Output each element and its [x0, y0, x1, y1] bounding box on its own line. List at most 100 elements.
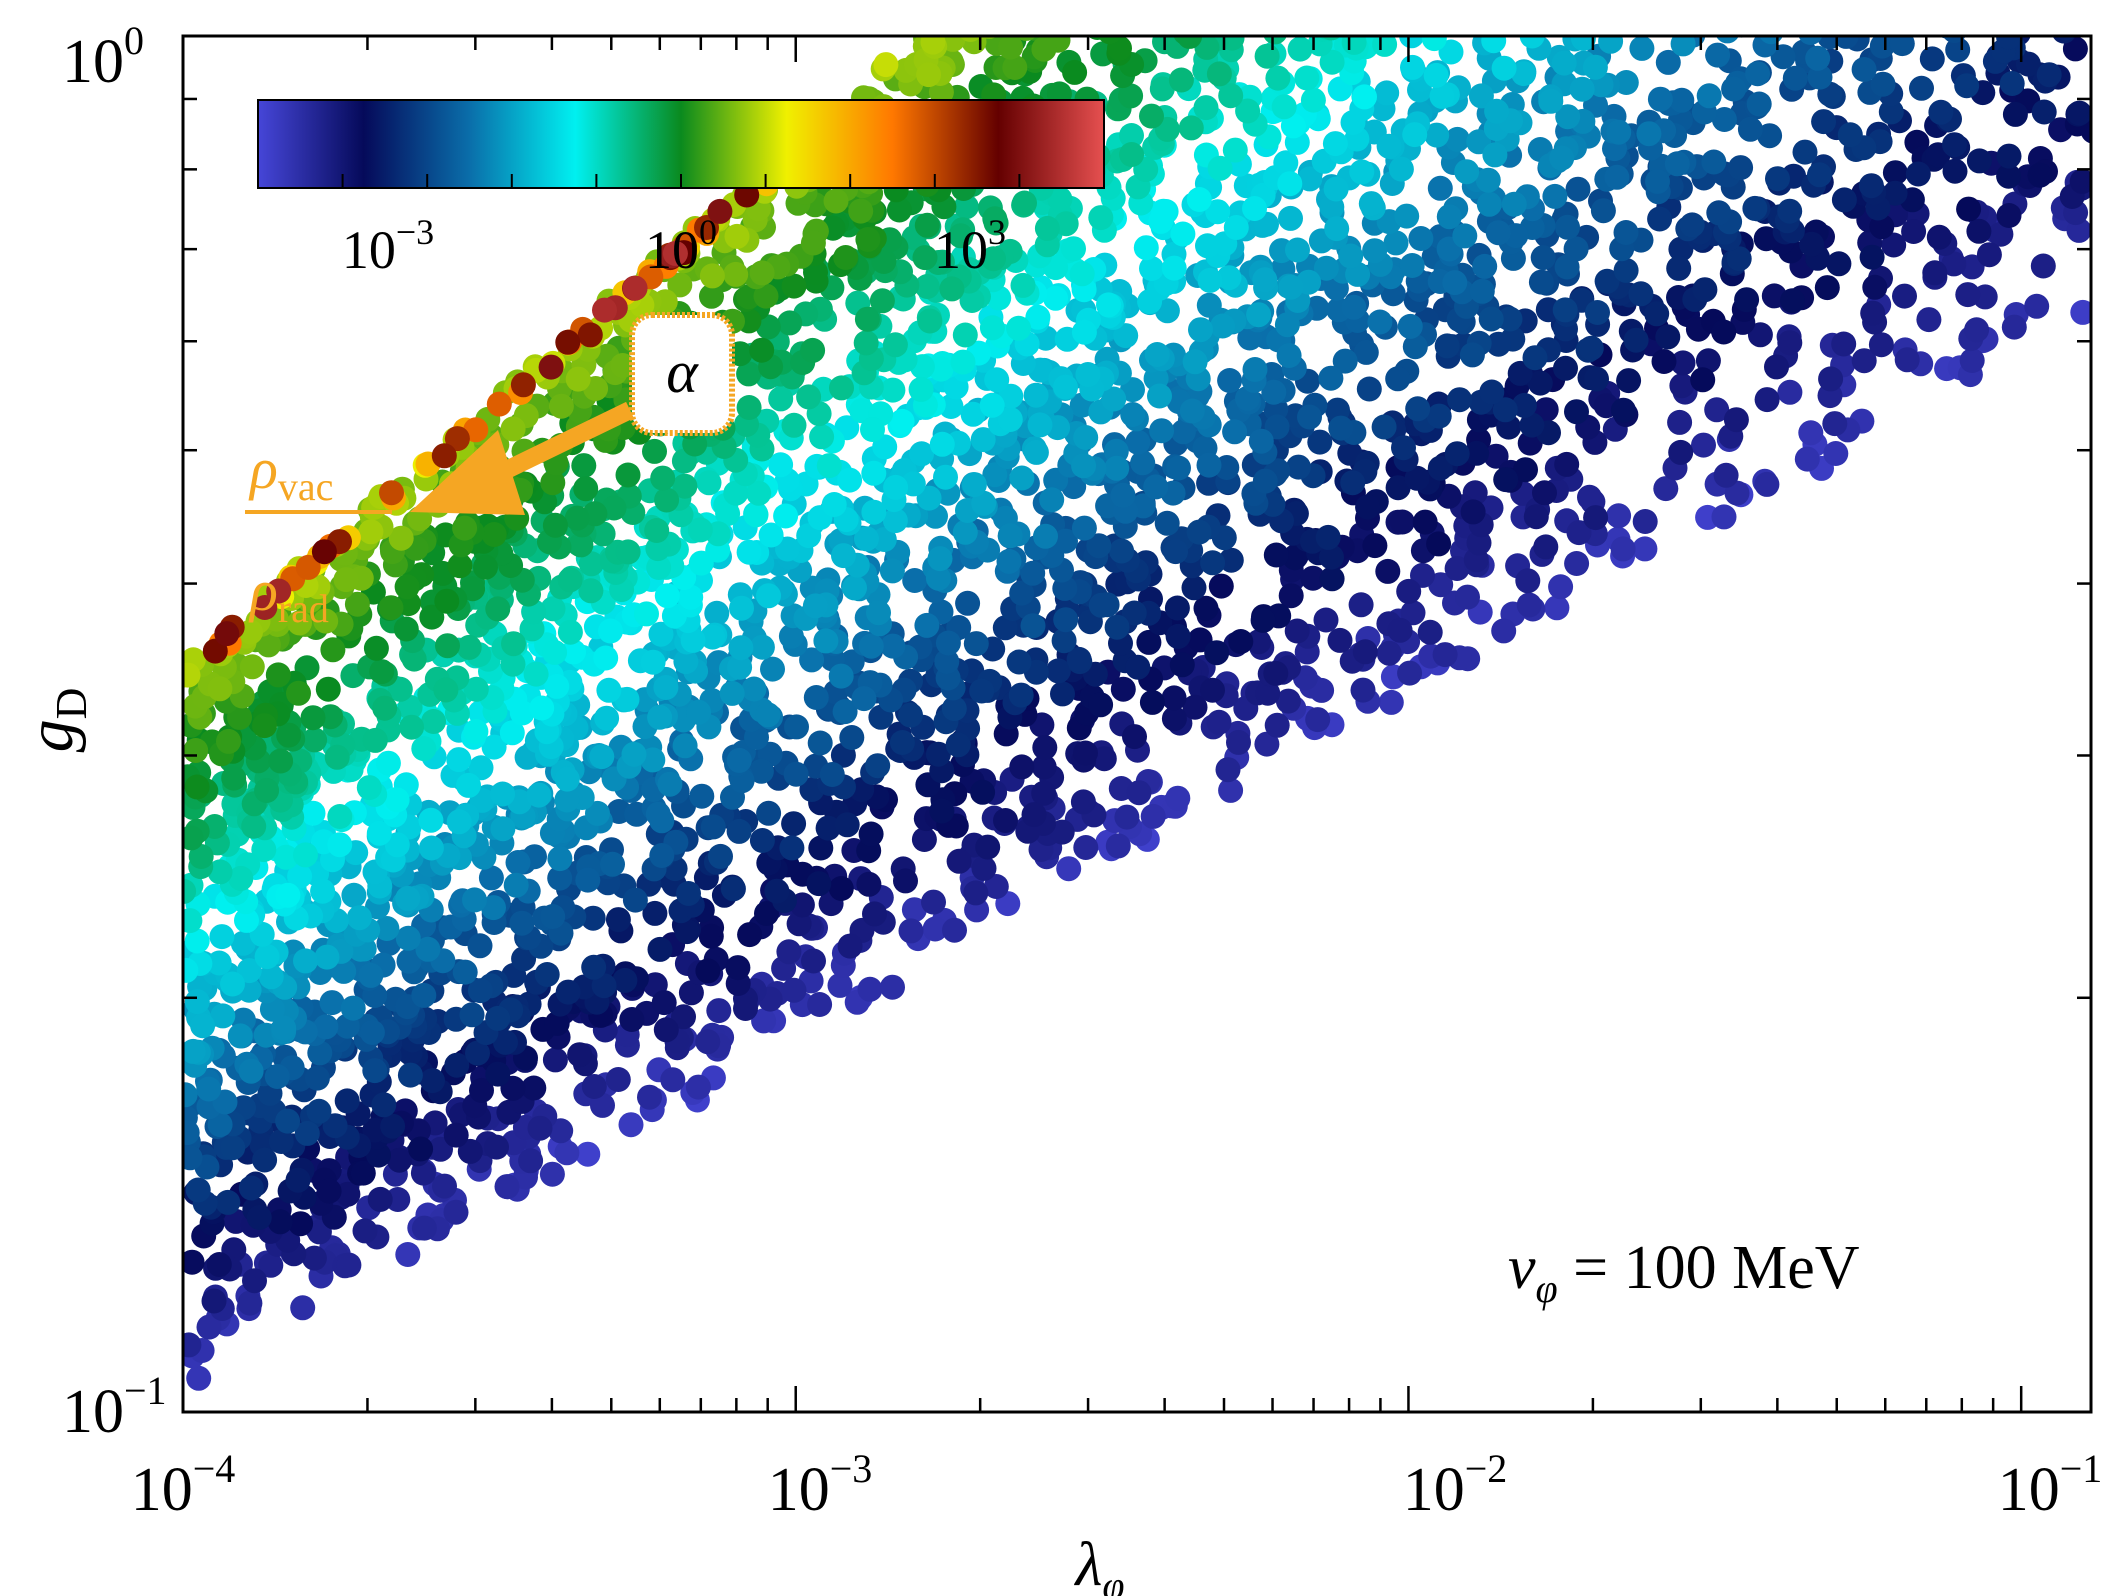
data-point	[578, 578, 604, 604]
data-point	[1919, 46, 1945, 72]
data-point	[302, 727, 328, 753]
data-point	[1519, 412, 1545, 438]
data-point	[554, 1140, 580, 1166]
data-point	[837, 467, 863, 493]
data-point	[547, 846, 573, 872]
data-point	[945, 732, 971, 758]
data-point	[1606, 503, 1632, 529]
data-point	[1818, 366, 1844, 392]
data-point	[336, 1252, 362, 1278]
data-point	[1959, 348, 1985, 373]
data-point	[1161, 706, 1187, 732]
data-point	[1000, 0, 1025, 19]
data-point	[979, 392, 1005, 418]
data-point	[1389, 509, 1415, 535]
data-point	[1517, 430, 1543, 456]
data-point	[1497, 306, 1523, 332]
data-point	[1400, 54, 1425, 80]
data-point	[1616, 368, 1642, 394]
data-point	[1670, 350, 1696, 376]
data-point	[596, 677, 622, 703]
data-point	[1045, 658, 1071, 684]
data-point	[216, 728, 241, 754]
data-point	[2054, 0, 2079, 23]
data-point	[1655, 324, 1681, 350]
data-point	[650, 465, 676, 491]
data-point	[952, 519, 978, 545]
data-point	[1358, 191, 1384, 217]
data-point	[564, 505, 590, 531]
data-point	[290, 1295, 316, 1321]
data-point	[736, 361, 762, 387]
data-point	[1147, 383, 1172, 409]
data-point	[275, 1108, 301, 1134]
data-point	[420, 1068, 445, 1094]
data-point	[1527, 370, 1553, 396]
data-point	[1271, 94, 1297, 120]
data-point	[1954, 73, 1980, 99]
data-point	[1653, 476, 1679, 502]
data-point	[800, 230, 826, 256]
data-point	[215, 1189, 241, 1215]
data-point	[1423, 62, 1449, 88]
data-point	[1782, 65, 1808, 91]
data-point	[1066, 0, 1091, 5]
data-point	[600, 851, 625, 877]
data-point	[276, 722, 302, 748]
data-point	[1297, 166, 1323, 192]
data-point	[362, 727, 388, 753]
data-point	[781, 977, 807, 1003]
data-point	[340, 995, 366, 1021]
data-point	[1143, 474, 1169, 500]
data-point	[706, 998, 732, 1024]
data-point	[1584, 366, 1609, 392]
data-point	[1837, 0, 1862, 11]
data-point	[1414, 11, 1439, 36]
data-point	[401, 646, 427, 672]
data-point	[1491, 55, 1517, 81]
data-point	[622, 887, 648, 913]
data-point	[1394, 3, 1419, 28]
data-point	[1571, 0, 1596, 9]
data-point	[468, 755, 494, 781]
data-point	[853, 330, 879, 356]
data-point	[1023, 382, 1049, 408]
data-point	[667, 272, 693, 298]
data-point	[929, 798, 955, 824]
data-point	[1807, 64, 1833, 90]
data-point	[1126, 780, 1152, 806]
data-point	[1823, 441, 1849, 466]
data-point	[848, 198, 874, 224]
data-point	[251, 837, 277, 863]
data-point	[380, 1113, 406, 1139]
data-point	[2011, 3, 2036, 28]
data-point	[238, 1175, 264, 1201]
data-point	[1049, 0, 1074, 20]
data-point	[1066, 0, 1091, 24]
data-point	[755, 314, 781, 340]
data-point	[963, 880, 989, 906]
data-point	[880, 974, 905, 1000]
data-point	[1859, 244, 1885, 270]
data-point	[921, 889, 946, 915]
data-point	[1460, 499, 1486, 525]
data-point	[207, 1112, 233, 1138]
data-point	[851, 686, 877, 712]
data-point	[1372, 0, 1397, 19]
data-point	[1644, 301, 1670, 327]
data-point	[1372, 36, 1398, 57]
data-point	[653, 1017, 679, 1043]
data-point	[1254, 43, 1280, 69]
data-point	[1186, 519, 1212, 545]
data-point	[1941, 251, 1967, 277]
data-point	[1695, 348, 1721, 374]
data-point	[459, 1002, 485, 1028]
data-point	[829, 375, 854, 401]
data-point	[258, 964, 284, 990]
data-point	[654, 487, 680, 513]
data-point	[1082, 5, 1107, 30]
data-point	[1553, 355, 1578, 381]
data-point	[689, 783, 715, 809]
data-point	[720, 876, 746, 902]
data-point	[1008, 682, 1034, 708]
